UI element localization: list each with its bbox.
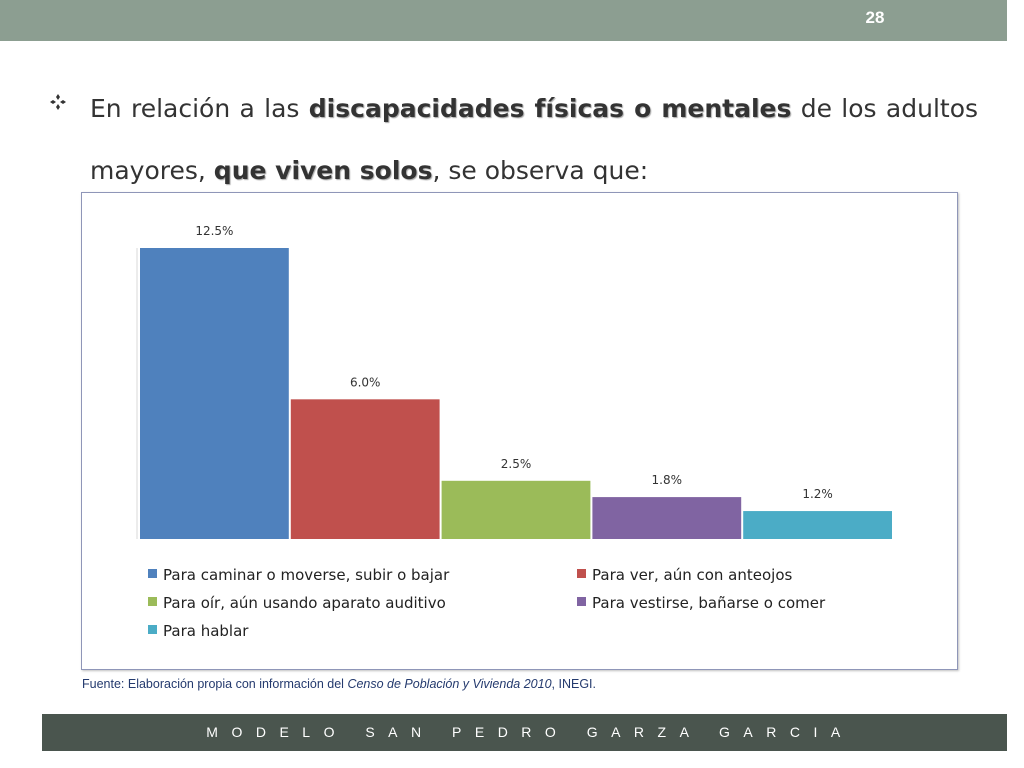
top-bar: 28 (0, 0, 1007, 41)
heading-text-3: , se observa que: (432, 156, 649, 185)
legend-item-hablar: Para hablar (148, 621, 248, 641)
legend-swatch (148, 625, 157, 634)
legend-swatch (148, 597, 157, 606)
source-note: Fuente: Elaboración propia con informaci… (82, 677, 596, 691)
source-text-2: , INEGI. (551, 677, 596, 691)
footer-title: MODELO SAN PEDRO GARZA GARCIA (206, 724, 854, 740)
legend-label: Para ver, aún con anteojos (592, 566, 793, 584)
legend-swatch (148, 569, 157, 578)
data-label-0: 12.5% (195, 224, 233, 238)
legend-item-vestirse: Para vestirse, bañarse o comer (577, 593, 825, 613)
footer-bar: MODELO SAN PEDRO GARZA GARCIA (42, 714, 1007, 751)
legend-label: Para caminar o moverse, subir o bajar (163, 566, 450, 584)
bar-4 (743, 511, 892, 539)
legend-label: Para vestirse, bañarse o comer (592, 594, 826, 612)
heading-emphasis-2: que viven solos (213, 156, 433, 185)
data-label-3: 1.8% (652, 473, 683, 487)
bar-3 (592, 497, 742, 539)
legend-item-caminar: Para caminar o moverse, subir o bajar (148, 565, 449, 585)
bar-2 (441, 480, 591, 539)
bar-0 (140, 248, 289, 539)
legend-label: Para oír, aún usando aparato auditivo (163, 594, 446, 612)
data-label-1: 6.0% (350, 375, 381, 389)
source-title: Censo de Población y Vivienda 2010 (347, 677, 552, 691)
data-label-4: 1.2% (802, 487, 833, 501)
legend-item-oir: Para oír, aún usando aparato auditivo (148, 593, 446, 613)
legend-swatch (577, 597, 586, 606)
bar-1 (290, 399, 440, 539)
legend-swatch (577, 569, 586, 578)
heading-text-2: de los adultos mayores, (90, 94, 979, 185)
source-text-1: Fuente: Elaboración propia con informaci… (82, 677, 348, 691)
heading-emphasis-1: discapacidades físicas o mentales (308, 94, 792, 123)
page-number: 28 (865, 8, 885, 27)
slide-heading: En relación a las discapacidades físicas… (90, 78, 978, 202)
legend-label: Para hablar (163, 622, 249, 640)
heading-text-1: En relación a las (90, 94, 309, 123)
diamond-bullet-icon (50, 94, 66, 110)
legend-item-ver: Para ver, aún con anteojos (577, 565, 792, 585)
data-label-2: 2.5% (501, 457, 532, 471)
